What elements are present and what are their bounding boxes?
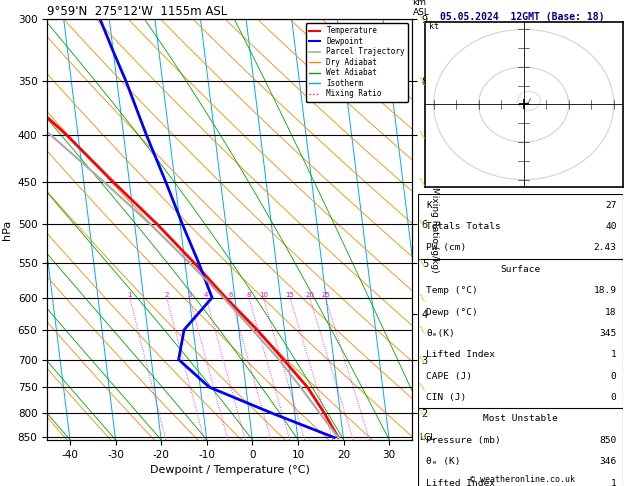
Text: 2: 2 [164, 292, 169, 297]
Text: /: / [419, 15, 428, 24]
Text: Totals Totals: Totals Totals [426, 222, 501, 231]
X-axis label: Dewpoint / Temperature (°C): Dewpoint / Temperature (°C) [150, 465, 309, 475]
Text: θₑ (K): θₑ (K) [426, 457, 461, 466]
Y-axis label: hPa: hPa [2, 220, 12, 240]
Text: /: / [419, 408, 428, 418]
Text: K: K [426, 201, 432, 209]
Text: kt: kt [429, 22, 439, 32]
Text: 9°59'N  275°12'W  1155m ASL: 9°59'N 275°12'W 1155m ASL [47, 5, 228, 18]
Text: /: / [419, 77, 428, 86]
Text: PW (cm): PW (cm) [426, 243, 467, 252]
Text: /: / [419, 325, 428, 334]
Text: /: / [419, 130, 428, 139]
Text: CIN (J): CIN (J) [426, 393, 467, 402]
Text: 18: 18 [605, 308, 616, 316]
Text: 18.9: 18.9 [594, 286, 616, 295]
Text: 0: 0 [611, 372, 616, 381]
Text: 15: 15 [286, 292, 294, 297]
Text: /: / [419, 220, 428, 229]
Text: 05.05.2024  12GMT (Base: 18): 05.05.2024 12GMT (Base: 18) [440, 12, 604, 22]
Text: Dewp (°C): Dewp (°C) [426, 308, 478, 316]
Text: km
ASL: km ASL [413, 0, 430, 17]
Text: 4: 4 [204, 292, 208, 297]
Text: 40: 40 [605, 222, 616, 231]
Text: Most Unstable: Most Unstable [483, 415, 558, 423]
Text: 1: 1 [128, 292, 132, 297]
Legend: Temperature, Dewpoint, Parcel Trajectory, Dry Adiabat, Wet Adiabat, Isotherm, Mi: Temperature, Dewpoint, Parcel Trajectory… [306, 23, 408, 102]
Text: 1: 1 [611, 350, 616, 359]
Text: /: / [419, 258, 428, 267]
Text: /: / [419, 293, 428, 302]
Text: 25: 25 [321, 292, 330, 297]
Text: Temp (°C): Temp (°C) [426, 286, 478, 295]
Text: LCL: LCL [420, 433, 435, 442]
Text: 850: 850 [599, 436, 616, 445]
Text: © weatheronline.co.uk: © weatheronline.co.uk [470, 474, 574, 484]
Text: 6: 6 [228, 292, 233, 297]
Text: Surface: Surface [501, 265, 540, 274]
Text: /: / [419, 177, 428, 187]
Text: 8: 8 [247, 292, 251, 297]
Text: Lifted Index: Lifted Index [426, 479, 496, 486]
Text: 345: 345 [599, 329, 616, 338]
Y-axis label: Mixing Ratio (g/kg): Mixing Ratio (g/kg) [430, 187, 439, 273]
Text: CAPE (J): CAPE (J) [426, 372, 472, 381]
Text: 3: 3 [187, 292, 192, 297]
Text: /: / [419, 382, 428, 392]
Text: Lifted Index: Lifted Index [426, 350, 496, 359]
Text: 346: 346 [599, 457, 616, 466]
Text: 27: 27 [605, 201, 616, 209]
Text: 10: 10 [259, 292, 268, 297]
Text: 0: 0 [611, 393, 616, 402]
Text: 20: 20 [306, 292, 314, 297]
Text: 1: 1 [611, 479, 616, 486]
Text: /: / [419, 433, 428, 442]
Text: /: / [419, 355, 428, 364]
Text: 2.43: 2.43 [594, 243, 616, 252]
Text: Pressure (mb): Pressure (mb) [426, 436, 501, 445]
Text: θₑ(K): θₑ(K) [426, 329, 455, 338]
